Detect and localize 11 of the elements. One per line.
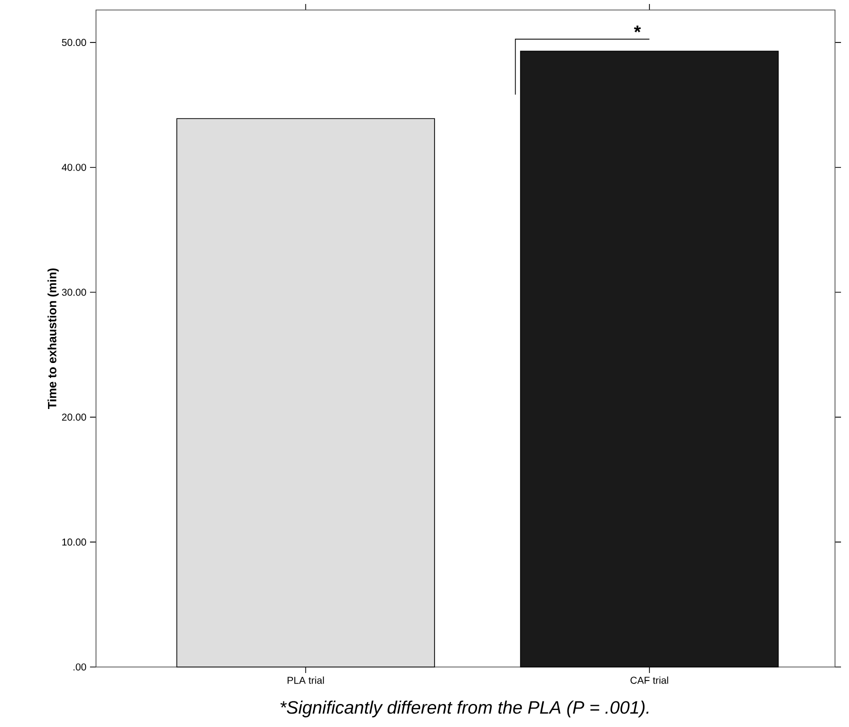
y-tick-label: 50.00 [62,38,86,46]
y-tick-label: 30.00 [62,288,86,296]
annotation: * [634,26,641,32]
y-tick-label: 20.00 [62,414,86,421]
y-tick-label: 40.00 [62,164,86,171]
text: *Significantly different from the PLA (P = .001). [280,700,648,718]
y-tick-label: .00 [74,663,86,671]
x-tick-label: PLA trial [288,676,324,684]
y-tick-label: 10.00 [62,538,86,546]
y-axis-title: Time to exhaustion (min) [48,268,59,409]
x-tick-label: CAF trial [630,676,668,684]
